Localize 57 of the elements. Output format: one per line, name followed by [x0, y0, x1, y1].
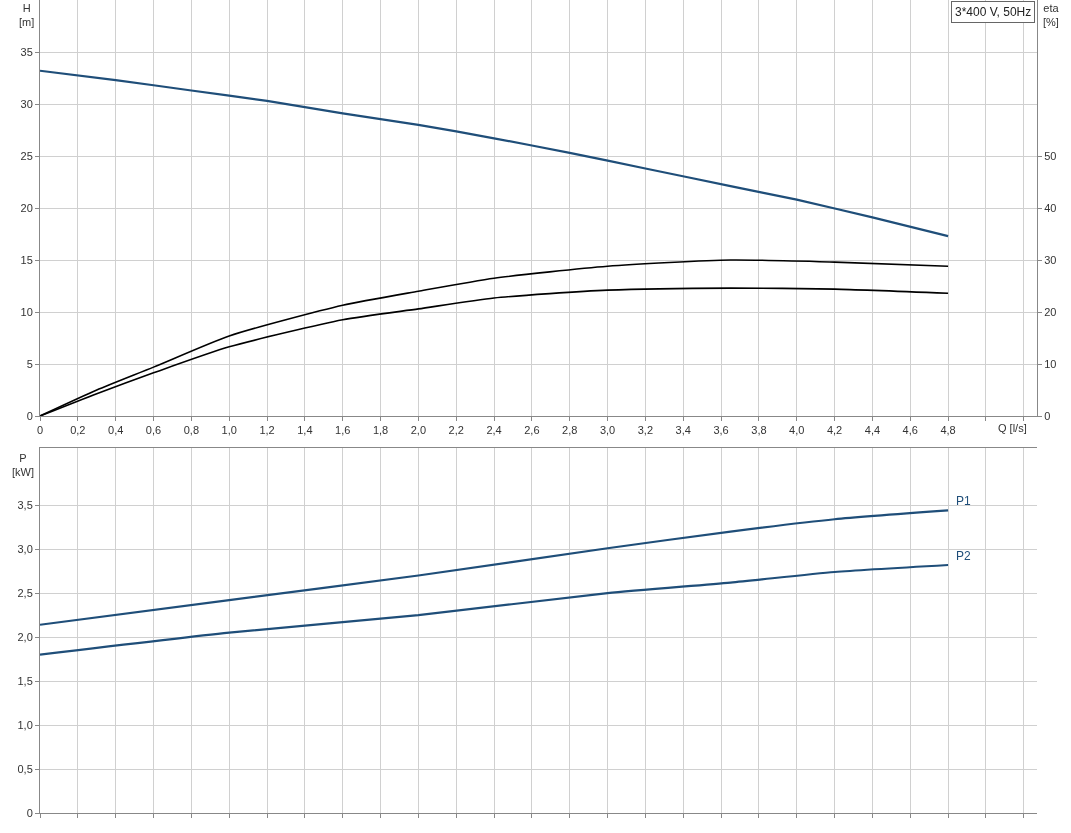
x-tick-label: 2,8: [562, 424, 578, 437]
x-tick-label: 4,2: [826, 424, 843, 437]
y-tick-label: 2,5: [17, 586, 33, 599]
x-tick-label: 1,8: [372, 424, 389, 437]
y2-tick-label: 50: [1044, 149, 1057, 162]
y-tick-label: 30: [20, 97, 33, 110]
y2-axis-title: eta [%]: [1043, 2, 1060, 29]
y-tick-label: 3,0: [17, 542, 33, 555]
y-tick-label: 20: [20, 201, 33, 214]
series-label: P2: [956, 549, 971, 563]
x-tick-label: 2,0: [410, 424, 427, 437]
y2-tick-label: 30: [1044, 253, 1057, 266]
x-tick-label: 0,6: [145, 424, 162, 437]
x-tick-label: 0: [36, 424, 44, 437]
line-series: [40, 509, 950, 626]
x-tick-label: 4,6: [902, 424, 918, 437]
x-tick-label: 3,6: [713, 424, 729, 437]
x-tick-label: 4,0: [789, 424, 805, 437]
series-label: P1: [956, 494, 971, 508]
x-tick-label: 0,2: [70, 424, 86, 437]
y-tick-label: 10: [20, 305, 33, 318]
y2-tick-label: 10: [1044, 357, 1057, 370]
y-tick-label: 0: [26, 409, 33, 422]
x-tick-label: 3,8: [751, 424, 767, 437]
y2-tick-label: 0: [1044, 409, 1051, 422]
x-tick-label: 3,4: [675, 424, 691, 437]
x-tick-label: 4,8: [940, 424, 956, 437]
y-tick-label: 1,0: [17, 718, 33, 731]
y-tick-label: 0,5: [17, 762, 33, 775]
x-tick-label: 3,0: [599, 424, 616, 437]
x-axis-title: Q [l/s]: [998, 422, 1027, 434]
line-series: [40, 563, 950, 656]
x-tick-label: 1,6: [335, 424, 351, 437]
x-tick-label: 2,4: [486, 424, 502, 437]
x-tick-label: 4,4: [864, 424, 881, 437]
y-tick-label: 35: [20, 45, 33, 58]
x-tick-label: 0,4: [108, 424, 124, 437]
x-tick-label: 3,2: [637, 424, 654, 437]
x-tick-label: 1,4: [297, 424, 313, 437]
y-axis-title: H [m]: [19, 2, 35, 29]
y2-tick-label: 20: [1044, 305, 1057, 318]
y-axis-title: P [kW]: [12, 452, 34, 479]
y-tick-label: 1,5: [17, 674, 33, 687]
x-tick-label: 1,2: [259, 424, 275, 437]
x-tick-label: 0,8: [183, 424, 199, 437]
y-tick-label: 3,5: [17, 499, 33, 512]
line-series: [40, 69, 950, 238]
y-tick-label: 2,0: [17, 630, 33, 643]
x-tick-label: 1,0: [221, 424, 237, 437]
y-tick-label: 0: [26, 806, 33, 819]
y2-tick-label: 40: [1044, 201, 1057, 214]
y-tick-label: 25: [20, 149, 33, 162]
y-tick-label: 5: [26, 357, 33, 370]
x-tick-label: 2,6: [524, 424, 540, 437]
annotation: 3*400 V, 50Hz: [955, 5, 1032, 19]
x-tick-label: 2,2: [448, 424, 464, 437]
y-tick-label: 15: [20, 253, 33, 266]
